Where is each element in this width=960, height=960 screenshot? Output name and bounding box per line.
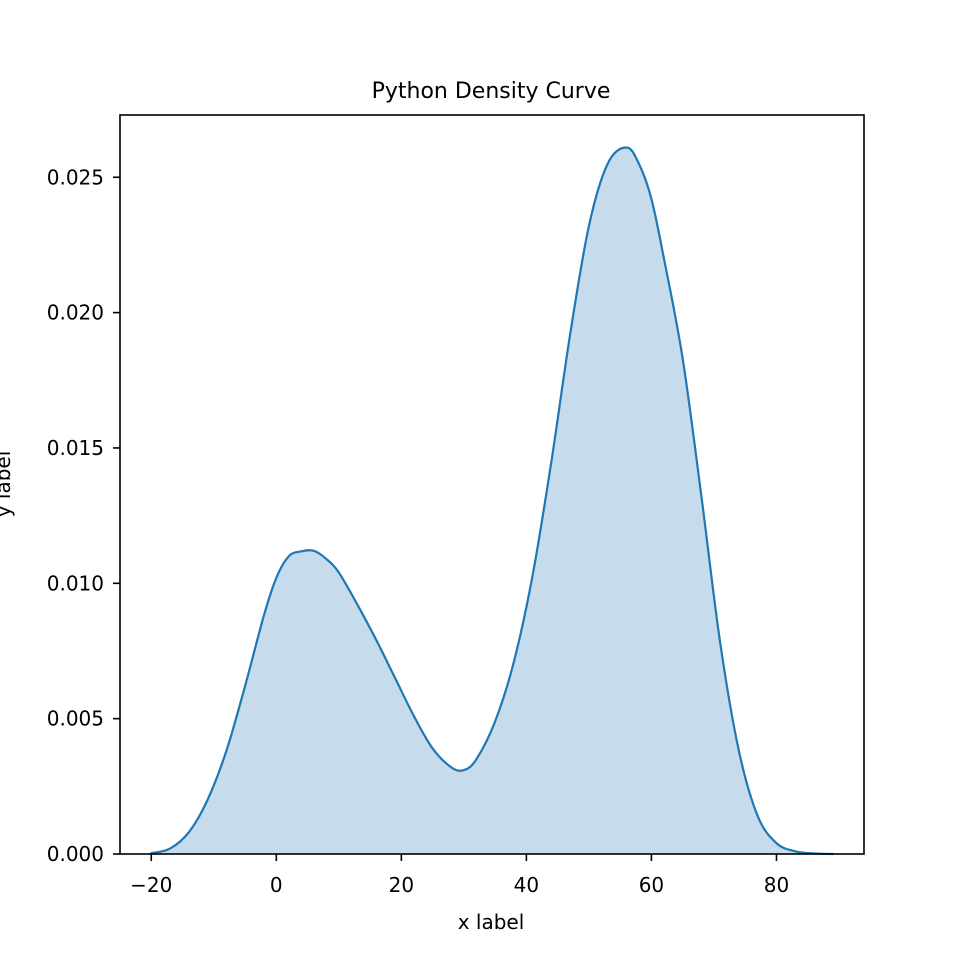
y-tick-label: 0.015 [47,436,104,460]
y-tick-label: 0.000 [47,842,104,866]
y-axis-label: y label [0,451,15,518]
x-axis-label: x label [458,910,525,934]
x-tick-label: 0 [270,873,283,897]
y-axis: 0.000 0.005 0.010 0.015 0.020 0.025 [47,165,120,866]
y-tick-label: 0.025 [47,165,104,189]
x-tick-label: 80 [764,873,789,897]
y-tick-label: 0.005 [47,707,104,731]
x-tick-label: −20 [130,873,172,897]
y-tick-label: 0.010 [47,571,104,595]
y-tick-label: 0.020 [47,301,104,325]
x-axis: −20 0 20 40 60 80 [130,854,789,897]
density-curve-line [150,146,834,856]
chart-title: Python Density Curve [372,79,611,104]
x-tick-label: 60 [639,873,664,897]
density-area-fill [151,147,833,855]
axes-frame [119,114,865,855]
plot-area [150,146,834,856]
x-tick-label: 20 [389,873,414,897]
x-tick-label: 40 [514,873,539,897]
